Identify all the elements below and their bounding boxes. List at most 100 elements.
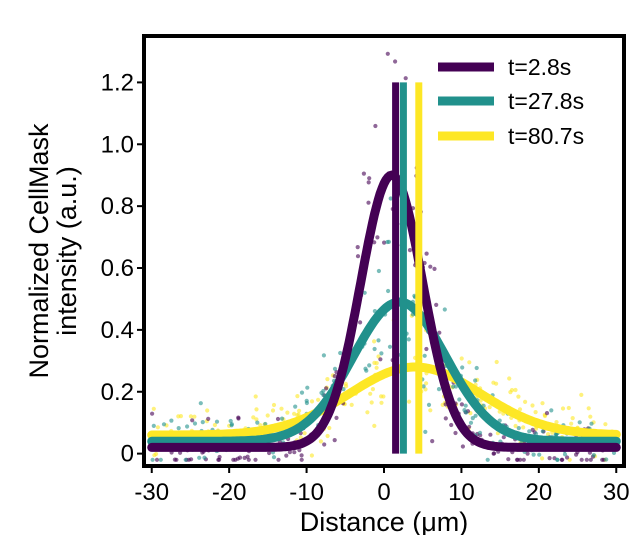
scatter-point — [154, 451, 159, 457]
scatter-point — [516, 394, 521, 399]
scatter-point — [192, 421, 198, 426]
scatter-point — [591, 453, 597, 458]
scatter-point — [560, 406, 566, 411]
scatter-point — [355, 245, 360, 250]
scatter-point — [457, 397, 462, 402]
scatter-point — [216, 457, 221, 462]
scatter-point — [154, 457, 160, 462]
scatter-point — [473, 378, 478, 383]
scatter-point — [299, 453, 304, 458]
scatter-point — [603, 422, 608, 427]
scatter-point — [321, 353, 326, 358]
scatter-point — [183, 457, 188, 462]
scatter-point — [325, 433, 330, 439]
fit-curve-t-80.7s — [147, 362, 621, 440]
scatter-point — [579, 392, 584, 397]
scatter-point — [485, 457, 490, 462]
scatter-point — [158, 457, 163, 462]
scatter-point — [151, 423, 156, 428]
scatter-point — [349, 402, 354, 407]
scatter-point — [554, 420, 559, 425]
scatter-point — [555, 457, 560, 462]
scatter-point — [284, 453, 289, 458]
scatter-point — [463, 403, 468, 408]
scatter-point — [473, 413, 478, 418]
scatter-point — [443, 416, 448, 421]
scatter-point — [570, 416, 575, 421]
scatter-point — [293, 404, 298, 409]
y-axis-ticks: 0 0.2 0.4 0.6 0.8 1.0 1.2 — [101, 69, 144, 468]
scatter-point — [370, 387, 375, 392]
scatter-point — [169, 418, 174, 423]
scatter-point — [604, 457, 609, 462]
scatter-point — [546, 432, 551, 437]
scatter-point — [379, 351, 384, 356]
scatter-point — [332, 366, 338, 371]
scatter-point — [263, 421, 268, 427]
scatter-point — [316, 397, 321, 402]
scatter-point — [150, 457, 155, 462]
scatter-point — [251, 415, 256, 420]
scatter-point — [523, 399, 528, 404]
scatter-point — [468, 420, 474, 425]
scatter-point — [508, 390, 513, 395]
scatter-point — [327, 425, 332, 431]
scatter-point — [287, 450, 292, 455]
scatter-point — [304, 398, 309, 403]
scatter-point — [358, 320, 363, 325]
scatter-point — [372, 339, 377, 344]
scatter-point — [533, 410, 538, 415]
scatter-point — [324, 386, 329, 391]
scatter-point — [549, 408, 554, 413]
scatter-point — [369, 400, 374, 405]
scatter-point — [373, 123, 378, 129]
scatter-point — [292, 411, 297, 416]
scatter-point — [506, 457, 511, 462]
scatter-point — [318, 439, 323, 444]
scatter-point — [197, 455, 202, 460]
scatter-point — [488, 432, 493, 437]
scatter-point — [423, 429, 428, 434]
y-axis-label-line2: intensity (a.u.) — [52, 166, 82, 336]
scatter-point — [253, 457, 258, 462]
scatter-point — [513, 423, 518, 429]
scatter-point — [270, 408, 276, 413]
x-tick-label: -30 — [134, 479, 169, 506]
scatter-point — [407, 248, 413, 253]
scatter-point — [540, 401, 545, 406]
scatter-point — [574, 452, 579, 457]
scatter-point — [214, 419, 220, 424]
scatter-point — [186, 457, 191, 462]
scatter-point — [516, 426, 521, 431]
scatter-point — [172, 457, 177, 462]
scatter-point — [254, 417, 259, 422]
scatter-point — [565, 455, 570, 460]
scatter-point — [421, 384, 426, 389]
scatter-point — [267, 450, 272, 456]
scatter-point — [355, 254, 361, 259]
x-axis-ticks: -30 -20 -10 0 10 20 30 — [134, 466, 630, 506]
scatter-point — [305, 385, 310, 390]
scatter-point — [424, 381, 429, 386]
scatter-point — [176, 426, 181, 431]
scatter-point — [332, 438, 337, 443]
scatter-point — [577, 420, 582, 425]
y-axis-label-line1: Normalized CellMask — [24, 123, 54, 379]
scatter-point — [202, 455, 207, 460]
scatter-point — [198, 401, 203, 406]
scatter-point — [190, 418, 195, 423]
scatter-point — [494, 359, 499, 365]
scatter-point — [403, 76, 408, 81]
scatter-point — [265, 413, 270, 418]
y-tick-label: 0.2 — [101, 379, 134, 406]
scatter-point — [271, 455, 277, 460]
scatter-point — [559, 457, 564, 462]
x-tick-label: 30 — [603, 479, 630, 506]
scatter-point — [192, 414, 197, 419]
scatter-point — [309, 399, 315, 404]
scatter-point — [436, 387, 442, 392]
scatter-point — [387, 344, 393, 349]
scatter-point — [236, 415, 241, 420]
scatter-point — [423, 387, 428, 392]
scatter-point — [366, 180, 371, 185]
